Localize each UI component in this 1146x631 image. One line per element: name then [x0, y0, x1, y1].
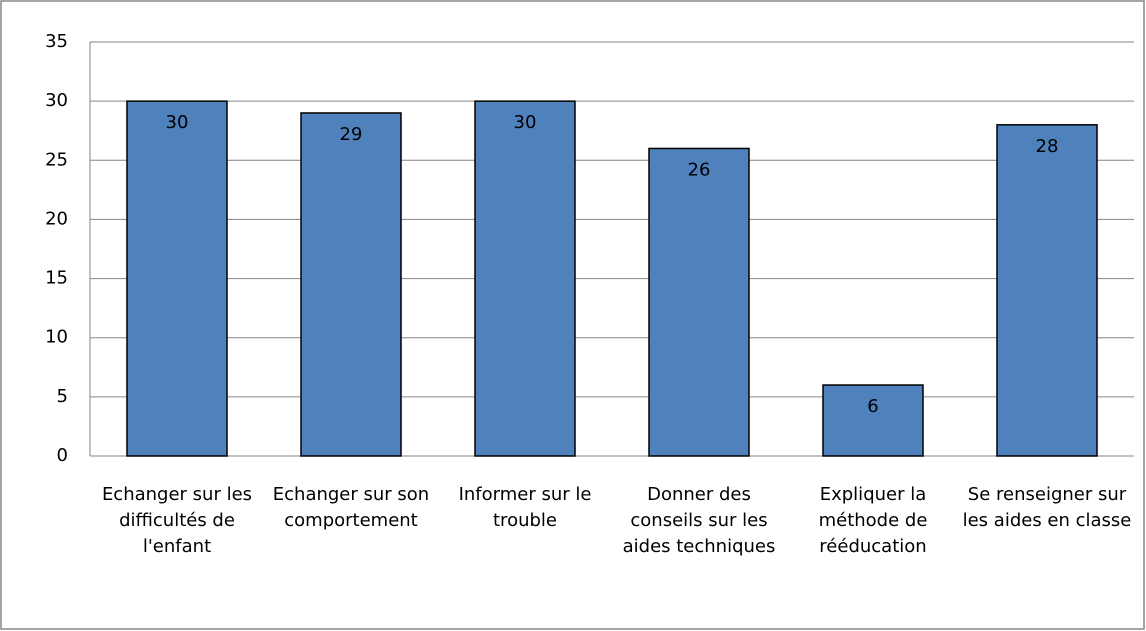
- bar: [126, 100, 228, 457]
- bar: [474, 100, 576, 457]
- value-label: 30: [514, 112, 537, 133]
- x-tick-label: Echanger sur son comportement: [272, 484, 430, 531]
- bar: [300, 112, 402, 457]
- x-tick-label: Donner des conseils sur les aides techni…: [622, 484, 776, 557]
- y-tick-label: 35: [45, 31, 68, 52]
- y-tick-label: 20: [45, 208, 68, 229]
- value-label: 28: [1036, 136, 1059, 157]
- bar: [822, 384, 924, 457]
- value-label: 30: [166, 112, 189, 133]
- x-tick-label: Echanger sur les difficultés de l'enfant: [101, 484, 253, 557]
- value-label: 29: [340, 124, 363, 145]
- x-tick-label: Informer sur le trouble: [458, 484, 592, 531]
- y-tick-label: 5: [57, 386, 68, 407]
- y-tick-label: 25: [45, 149, 68, 170]
- y-tick-label: 0: [57, 445, 68, 466]
- y-tick-label: 30: [45, 90, 68, 111]
- bar: [996, 124, 1098, 457]
- x-tick-label: Expliquer la méthode de rééducation: [818, 484, 928, 557]
- value-label: 26: [688, 159, 711, 180]
- y-tick-label: 10: [45, 327, 68, 348]
- x-tick-label: Se renseigner sur les aides en classe: [962, 484, 1132, 531]
- y-tick-label: 15: [45, 268, 68, 289]
- bar: [648, 147, 750, 457]
- value-label: 6: [867, 396, 878, 417]
